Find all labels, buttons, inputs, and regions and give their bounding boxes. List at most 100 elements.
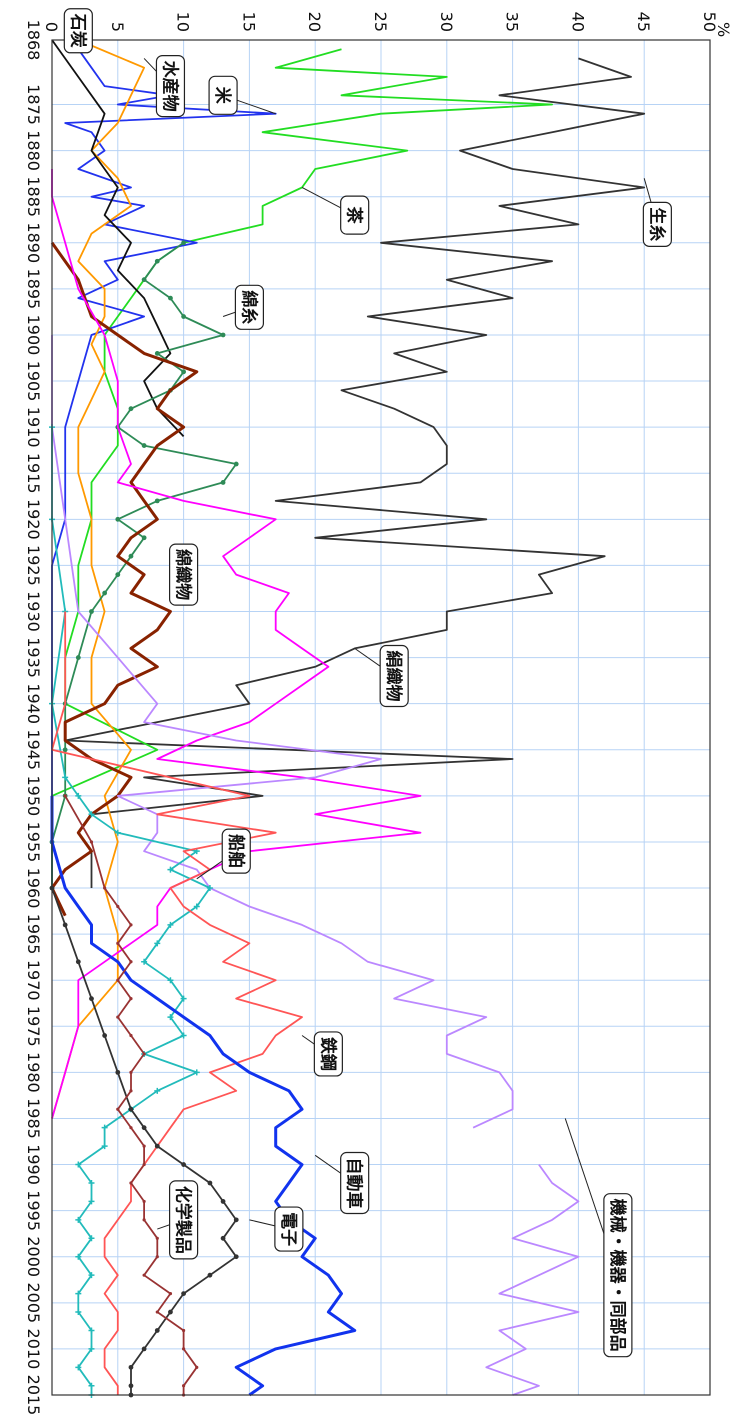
data-point (220, 480, 226, 485)
callout: 石炭 (63, 8, 93, 54)
data-point (89, 840, 94, 844)
series-7 (51, 169, 422, 1119)
series-4 (51, 39, 185, 438)
data-point (207, 1180, 213, 1186)
data-point (89, 609, 94, 614)
data-point (115, 1069, 121, 1075)
data-point (116, 904, 120, 909)
x-tick-label: 1975 (24, 1006, 43, 1047)
data-point (128, 406, 134, 412)
y-tick-label: 5 (108, 22, 127, 32)
callout-label: 機械・機器・同部品 (607, 1199, 628, 1352)
callouts: 機械・機器・同部品 電子 化学製品 自動車 鉄鋼 船舶 絹織物 綿織物 綿糸 生糸 茶 米 水産物 石炭 (63, 8, 672, 1358)
x-tick-label: 1925 (24, 545, 43, 586)
callout-label: 化学製品 (173, 1186, 194, 1254)
x-tick-label: 1900 (24, 315, 43, 356)
callout: 絹織物 (354, 644, 409, 708)
data-point (129, 1181, 133, 1185)
data-point (88, 1272, 95, 1279)
data-point (193, 903, 200, 910)
data-point (154, 940, 161, 947)
series-3 (51, 39, 146, 1119)
callout: 米 (208, 75, 276, 115)
series-11 (50, 795, 357, 1397)
callout-label: 茶 (344, 207, 365, 225)
series-line (51, 39, 185, 438)
data-point (75, 792, 82, 799)
x-tick-label: 1875 (24, 84, 43, 125)
x-tick-label: 1868 (24, 20, 43, 61)
data-point (115, 516, 121, 522)
series-10 (51, 611, 303, 1395)
data-point (181, 1347, 186, 1351)
x-tick-label: 1970 (24, 960, 43, 1001)
callout-label: 鉄鋼 (317, 1037, 338, 1071)
data-point (168, 295, 173, 301)
data-point (220, 1235, 226, 1241)
data-point (167, 921, 174, 928)
x-tick-label: 1920 (24, 499, 43, 540)
data-point (75, 1364, 82, 1371)
data-point (88, 1327, 95, 1334)
data-point (75, 1309, 82, 1316)
x-tick-label: 1940 (24, 683, 43, 724)
callout: 機械・機器・同部品 (564, 1118, 633, 1358)
data-point (88, 1198, 95, 1205)
series-12 (49, 885, 239, 1398)
callout: 化学製品 (157, 1180, 199, 1260)
data-point (181, 1328, 186, 1333)
data-point (142, 1144, 146, 1148)
x-tick-label: 1915 (24, 453, 43, 494)
series-line (51, 39, 146, 1119)
data-point (141, 535, 147, 541)
x-tick-label: 1985 (24, 1098, 43, 1139)
data-point (167, 866, 174, 873)
x-tick-label: 1880 (24, 130, 43, 171)
y-tick-label: 30 (437, 12, 456, 32)
series-6 (50, 241, 199, 917)
data-point (101, 1143, 108, 1150)
data-point (102, 1033, 108, 1038)
data-point (181, 1162, 186, 1167)
data-point (220, 332, 226, 338)
data-point (180, 1032, 187, 1039)
data-point (142, 1052, 146, 1056)
callout: 電子 (249, 1206, 304, 1252)
x-tick-label: 1980 (24, 1052, 43, 1093)
axes: 1868 1875 1880 1885 1890 1895 1900 1905 1910 1915… (24, 12, 719, 1416)
data-point (181, 1384, 186, 1388)
callout-box (208, 75, 238, 115)
series-line (51, 169, 422, 1119)
series-8 (51, 335, 580, 1396)
data-point (75, 655, 81, 660)
data-point (62, 774, 69, 781)
data-point (116, 941, 120, 945)
data-point (75, 959, 81, 965)
data-point (116, 978, 120, 982)
data-point (129, 1070, 133, 1074)
callout-label: 自動車 (344, 1157, 365, 1208)
data-point (142, 1162, 146, 1167)
data-point (154, 1143, 160, 1149)
data-point (141, 958, 148, 965)
y-tick-label: 0 (42, 22, 61, 32)
y-tick-label: 40 (568, 12, 587, 32)
callout-label: 電子 (278, 1212, 298, 1246)
data-point (195, 1365, 199, 1369)
callout-label: 石炭 (67, 13, 88, 48)
data-point (154, 1328, 160, 1333)
callout: 綿糸 (222, 284, 264, 330)
series-0 (64, 57, 646, 888)
data-point (116, 1107, 120, 1111)
callout: 茶 (301, 187, 370, 235)
data-point (62, 922, 68, 928)
data-point (63, 794, 67, 798)
data-point (141, 1125, 147, 1131)
data-point (88, 1382, 95, 1389)
data-point (129, 1033, 133, 1038)
series-layer (49, 39, 646, 1398)
callout-label: 船舶 (225, 834, 246, 868)
data-point (167, 977, 174, 984)
data-point (155, 1236, 159, 1240)
data-point (89, 996, 94, 1002)
